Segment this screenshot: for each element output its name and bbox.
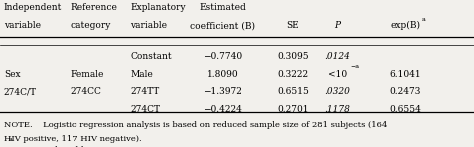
Text: Reference: Reference <box>70 3 117 12</box>
Text: HIV positive, 117 HIV negative).: HIV positive, 117 HIV negative). <box>4 135 141 142</box>
Text: 0.2473: 0.2473 <box>390 87 421 96</box>
Text: exp(B): exp(B) <box>390 21 420 30</box>
Text: Denotes the odds ratio.: Denotes the odds ratio. <box>4 146 113 147</box>
Text: .0320: .0320 <box>325 87 350 96</box>
Text: <10: <10 <box>328 70 347 79</box>
Text: a: a <box>422 17 426 22</box>
Text: −0.7740: −0.7740 <box>203 52 242 61</box>
Text: variable: variable <box>130 21 167 30</box>
Text: category: category <box>70 21 110 30</box>
Text: coefficient (B): coefficient (B) <box>190 21 255 30</box>
Text: Male: Male <box>130 70 153 79</box>
Text: P: P <box>335 21 340 30</box>
Text: 274CT: 274CT <box>130 105 160 114</box>
Text: 0.3095: 0.3095 <box>277 52 309 61</box>
Text: 274CC: 274CC <box>70 87 101 96</box>
Text: SE: SE <box>287 21 299 30</box>
Text: .1178: .1178 <box>325 105 350 114</box>
Text: 6.1041: 6.1041 <box>390 70 421 79</box>
Text: Constant: Constant <box>130 52 172 61</box>
Text: Explanatory: Explanatory <box>130 3 186 12</box>
Text: NOTE.    Logistic regression analysis is based on reduced sample size of 281 sub: NOTE. Logistic regression analysis is ba… <box>4 121 387 129</box>
Text: 274C/T: 274C/T <box>4 87 37 96</box>
Text: Sex: Sex <box>4 70 20 79</box>
Text: 1.8090: 1.8090 <box>207 70 238 79</box>
Text: −a: −a <box>350 64 359 69</box>
Text: Female: Female <box>70 70 103 79</box>
Text: 0.2701: 0.2701 <box>277 105 309 114</box>
Text: Estimated: Estimated <box>200 3 246 12</box>
Text: −0.4224: −0.4224 <box>203 105 242 114</box>
Text: a: a <box>9 137 12 142</box>
Text: 0.3222: 0.3222 <box>277 70 309 79</box>
Text: Independent: Independent <box>4 3 62 12</box>
Text: 0.6554: 0.6554 <box>389 105 421 114</box>
Text: −1.3972: −1.3972 <box>203 87 242 96</box>
Text: variable: variable <box>4 21 41 30</box>
Text: 274TT: 274TT <box>130 87 160 96</box>
Text: .0124: .0124 <box>325 52 350 61</box>
Text: 0.6515: 0.6515 <box>277 87 309 96</box>
